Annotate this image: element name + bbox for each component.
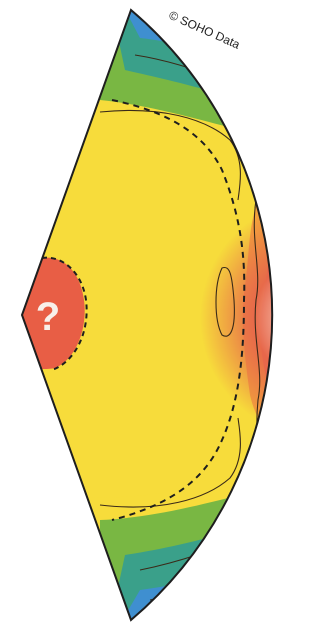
core-region: ?	[22, 256, 88, 371]
core-zone	[22, 257, 85, 370]
core-question-mark: ?	[36, 295, 60, 339]
tachocline-boundary	[111, 99, 246, 521]
core-boundary	[41, 256, 88, 371]
wedge-outline	[20, 8, 274, 622]
credit-label: © SOHO Data	[167, 8, 243, 52]
